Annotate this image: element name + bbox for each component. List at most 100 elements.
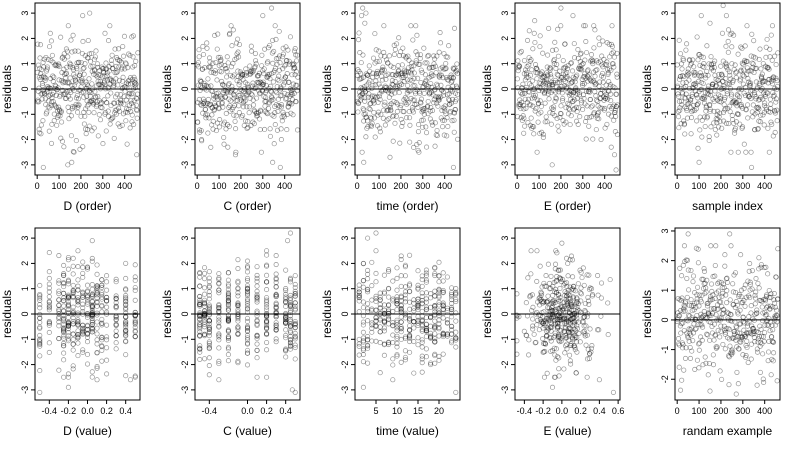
y-tick-label: 2 (500, 36, 510, 41)
data-point (602, 125, 608, 131)
data-point (225, 270, 231, 276)
data-point (213, 104, 219, 110)
data-point (524, 63, 530, 70)
data-point (610, 49, 616, 55)
data-point (244, 318, 251, 325)
data-point (515, 65, 521, 71)
data-point (398, 70, 404, 76)
data-point (407, 252, 413, 258)
data-point (614, 74, 620, 80)
data-point (377, 370, 383, 376)
data-point (126, 91, 132, 97)
data-point (128, 98, 134, 104)
data-point (593, 67, 599, 73)
data-point (595, 98, 601, 104)
data-point (278, 137, 284, 143)
data-point (370, 70, 376, 76)
data-point (752, 301, 758, 307)
data-point (264, 339, 270, 346)
data-point (119, 122, 125, 128)
data-point (609, 61, 615, 67)
data-point (566, 76, 572, 82)
data-point (293, 99, 299, 105)
data-point (596, 110, 602, 116)
data-point (756, 97, 762, 103)
data-point (390, 308, 396, 315)
data-point (543, 80, 549, 86)
data-point (551, 104, 557, 110)
data-point (107, 76, 113, 82)
data-point (211, 93, 217, 99)
data-point (232, 118, 238, 124)
y-tick-label: -3 (340, 386, 350, 394)
data-point (421, 45, 427, 51)
data-point (57, 113, 63, 119)
data-point (108, 103, 114, 109)
data-point (577, 67, 583, 73)
data-point (76, 59, 82, 65)
data-point (723, 43, 729, 49)
data-point (547, 110, 553, 116)
data-point (415, 268, 421, 274)
data-point (264, 287, 270, 293)
data-point (104, 100, 110, 106)
data-point (116, 46, 122, 52)
data-point (251, 121, 257, 127)
data-point (61, 262, 67, 268)
data-point (529, 95, 535, 101)
data-point (584, 374, 590, 380)
data-point (113, 340, 119, 346)
data-point (725, 106, 731, 112)
data-point (560, 58, 566, 64)
data-point (764, 36, 770, 42)
x-axis-title: D (order) (63, 199, 111, 213)
x-tick-label: 300 (735, 406, 750, 416)
data-point (595, 60, 601, 66)
data-point (123, 352, 129, 358)
data-point (360, 277, 366, 284)
data-point (80, 66, 86, 72)
data-point (533, 105, 539, 112)
data-point (225, 144, 231, 150)
data-point (545, 91, 551, 97)
data-point (749, 60, 755, 66)
data-point (759, 71, 765, 77)
data-point (556, 373, 562, 379)
data-point (738, 44, 744, 50)
data-point (699, 117, 705, 123)
data-point (77, 72, 83, 78)
data-point (573, 85, 579, 91)
data-point (287, 292, 294, 298)
data-point (107, 23, 113, 29)
data-point (63, 71, 69, 77)
data-point (723, 60, 729, 66)
data-point (385, 60, 391, 66)
data-point (687, 355, 694, 361)
data-point (59, 55, 65, 61)
x-tick-label: 300 (575, 181, 590, 191)
data-point (686, 95, 692, 101)
data-point (65, 374, 71, 380)
data-point (289, 61, 295, 67)
data-point (578, 100, 585, 106)
data-point (733, 70, 739, 76)
data-point (362, 98, 368, 104)
data-point (699, 73, 705, 79)
data-point (380, 115, 386, 121)
data-point (542, 100, 548, 106)
data-point (577, 51, 584, 57)
data-point (679, 377, 685, 383)
data-point (94, 271, 100, 277)
data-point (407, 323, 413, 329)
data-point (433, 132, 439, 138)
data-point (64, 89, 70, 95)
data-point (532, 92, 539, 98)
data-point (205, 130, 211, 136)
y-axis-title: residuals (0, 65, 14, 113)
data-point (90, 63, 96, 69)
data-point (389, 72, 395, 78)
data-point (534, 65, 540, 71)
data-point (414, 87, 420, 93)
data-point (232, 56, 238, 63)
